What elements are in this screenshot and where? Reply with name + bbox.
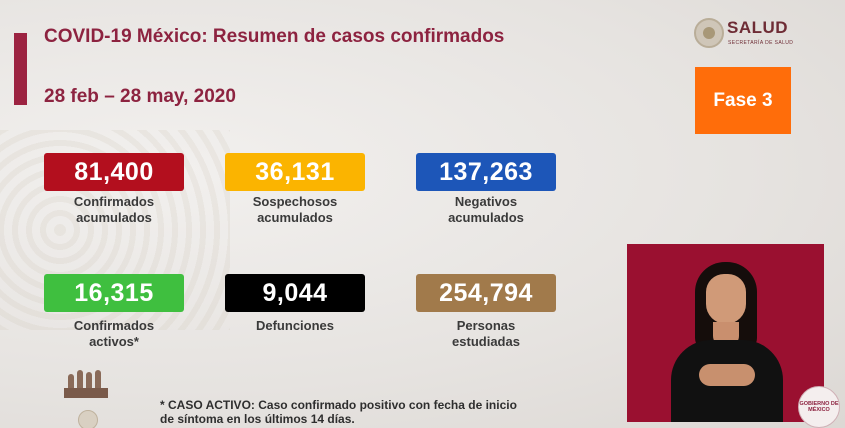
- seal-icon: [694, 18, 724, 48]
- stat-confirmados-activos: 16,315 Confirmados activos*: [44, 274, 184, 350]
- stat-defunciones: 9,044 Defunciones: [225, 274, 365, 334]
- footnote: * CASO ACTIVO: Caso confirmado positivo …: [160, 398, 517, 426]
- stat-label-line2: estudiadas: [452, 334, 520, 349]
- footnote-line1: * CASO ACTIVO: Caso confirmado positivo …: [160, 398, 517, 412]
- stat-label: Confirmados activos*: [44, 318, 184, 350]
- stat-label: Negativos acumulados: [416, 194, 556, 226]
- stat-label-line1: Personas: [456, 318, 516, 333]
- stat-value: 36,131: [225, 153, 365, 191]
- stat-sospechosos-acumulados: 36,131 Sospechosos acumulados: [225, 153, 365, 226]
- stat-value: 254,794: [416, 274, 556, 312]
- stat-value: 16,315: [44, 274, 184, 312]
- stat-label-line2: activos*: [89, 334, 139, 349]
- stat-label: Confirmados acumulados: [44, 194, 184, 226]
- stat-value: 9,044: [225, 274, 365, 312]
- stat-label: Personas estudiadas: [416, 318, 556, 350]
- interpreter-hands: [699, 364, 755, 386]
- stat-value: 81,400: [44, 153, 184, 191]
- accent-bar: [14, 33, 27, 105]
- monument-icon: [64, 366, 108, 398]
- stat-confirmados-acumulados: 81,400 Confirmados acumulados: [44, 153, 184, 226]
- stat-label: Sospechosos acumulados: [225, 194, 365, 226]
- gobierno-logo: GOBIERNO DE MÉXICO: [798, 386, 840, 428]
- stat-negativos-acumulados: 137,263 Negativos acumulados: [416, 153, 556, 226]
- emblem-icon: [78, 410, 98, 428]
- stat-personas-estudiadas: 254,794 Personas estudiadas: [416, 274, 556, 350]
- logo-name: SALUD: [727, 18, 789, 37]
- stat-label-line1: Confirmados: [73, 318, 155, 333]
- footnote-line2: de síntoma en los últimos 14 días.: [160, 412, 355, 426]
- logo-subtitle: SECRETARÍA DE SALUD: [728, 40, 794, 46]
- sign-language-video: [627, 244, 824, 422]
- gob-logo-line1: GOBIERNO DE: [799, 401, 839, 407]
- gob-logo-text: GOBIERNO DE MÉXICO: [799, 401, 838, 413]
- gob-logo-line2: MÉXICO: [808, 407, 830, 413]
- stat-label-line2: acumulados: [76, 210, 152, 225]
- stat-label-line1: Negativos: [454, 194, 518, 209]
- salud-logo: SALUD SECRETARÍA DE SALUD: [694, 18, 804, 52]
- date-range: 28 feb – 28 may, 2020: [44, 86, 236, 107]
- page-title: COVID-19 México: Resumen de casos confir…: [44, 26, 505, 47]
- stat-label: Defunciones: [225, 318, 365, 334]
- stat-label-line2: acumulados: [448, 210, 524, 225]
- stat-label-line1: Sospechosos: [252, 194, 338, 209]
- interpreter-face: [706, 274, 746, 324]
- stat-label-line2: acumulados: [257, 210, 333, 225]
- stat-label-line1: Confirmados: [73, 194, 155, 209]
- phase-badge: Fase 3: [695, 67, 791, 134]
- stat-label-line1: Defunciones: [255, 318, 334, 333]
- stat-value: 137,263: [416, 153, 556, 191]
